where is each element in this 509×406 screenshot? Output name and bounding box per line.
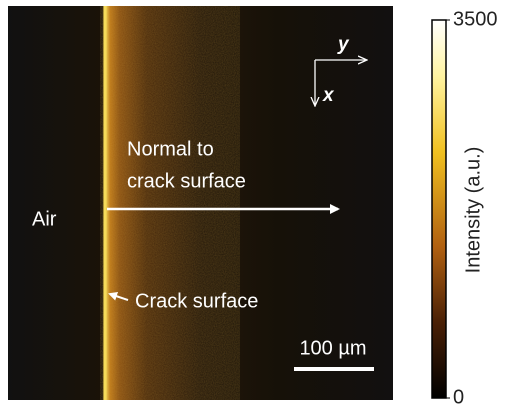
colorbar-tick-label: 0 xyxy=(453,386,464,406)
arrow-label: crack surface xyxy=(127,170,246,192)
colorbar-label: Intensity (a.u.) xyxy=(462,147,484,274)
colorbar xyxy=(432,20,446,398)
figure: Air Normal to crack surface Crack surfac… xyxy=(0,0,509,406)
colorbar-tick-label: 3500 xyxy=(453,8,498,30)
arrow-label: Normal to xyxy=(127,138,214,160)
scale-bar-label: 100 µm xyxy=(299,337,366,359)
air-label: Air xyxy=(32,208,57,230)
y-axis-label: y xyxy=(337,34,350,55)
noise xyxy=(100,6,240,400)
x-axis-label: x xyxy=(322,85,335,106)
surface-label: Crack surface xyxy=(135,290,258,312)
